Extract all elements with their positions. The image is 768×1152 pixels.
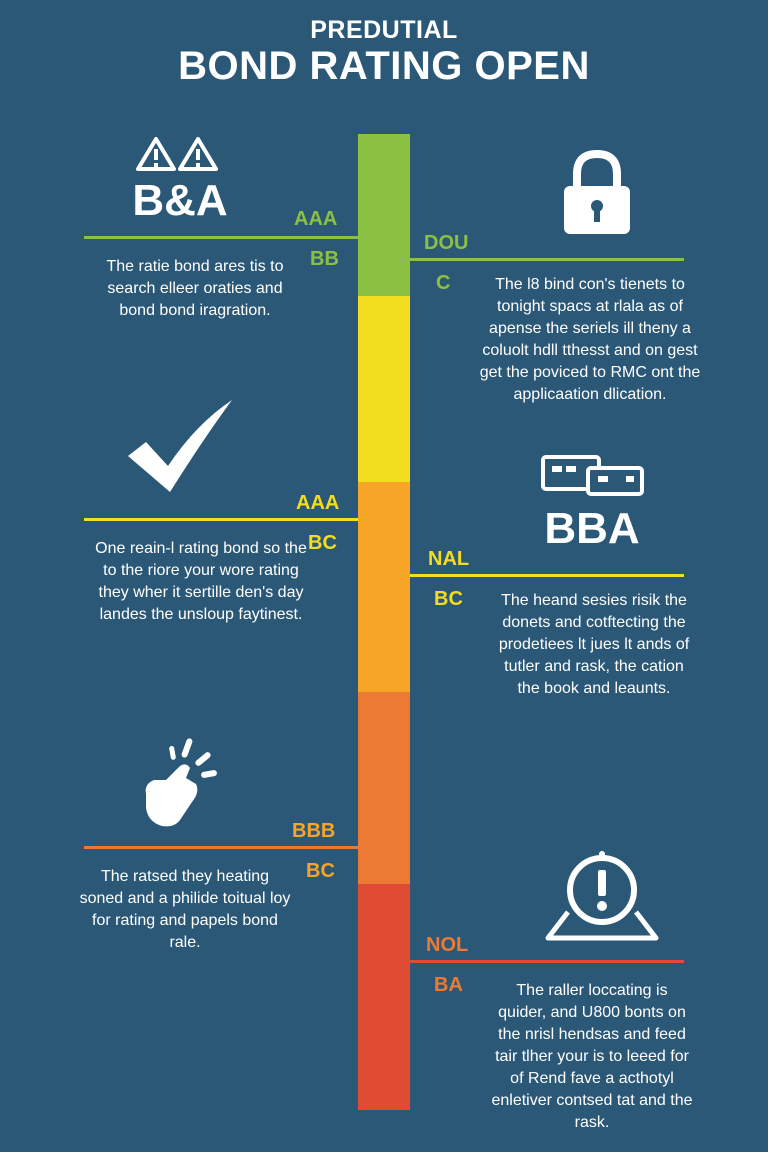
right-3-description: The raller loccating is quider, and U800… [491, 982, 693, 1131]
right-2-code-top: NAL [428, 548, 470, 570]
right-1-description: The l8 bind con's tienets to tonight spa… [479, 276, 701, 403]
left-1-code-top: AAA [294, 208, 338, 230]
left-1-divider [84, 236, 358, 239]
right-1-code-bottom: C [436, 272, 451, 294]
left-3-code-bottom: BC [306, 860, 335, 882]
left-1-heading: B&A [132, 176, 228, 225]
scale-segment-red [358, 884, 410, 1110]
padlock-icon [562, 150, 632, 236]
left-3-description: The ratsed they heating soned and a phil… [79, 868, 291, 951]
scale-segment-light-orange [358, 482, 410, 692]
left-2-divider [84, 518, 358, 521]
rating-scale-bar [358, 134, 410, 1110]
left-2-code-bottom: BC [308, 532, 337, 554]
right-1-divider [410, 258, 684, 261]
cards-icon [540, 454, 646, 496]
warning-triangles-icon [136, 136, 218, 172]
page-title: BOND RATING OPEN [178, 44, 590, 88]
left-1-description: The ratie bond ares tis to search elleer… [106, 258, 284, 319]
right-2-description: The heand sesies risik the donets and co… [498, 592, 690, 697]
right-2-code-bottom: BC [434, 588, 463, 610]
left-3-code-top: BBB [292, 820, 336, 842]
left-1-code-bottom: BB [310, 248, 339, 270]
right-3-code-top: NOL [426, 934, 469, 956]
alert-icon [540, 850, 664, 942]
right-2-heading: BBA [544, 504, 640, 553]
scale-segment-orange [358, 692, 410, 884]
left-2-code-top: AAA [296, 492, 340, 514]
scale-segment-yellow [358, 296, 410, 482]
left-3-divider [84, 846, 358, 849]
right-3-divider [410, 960, 684, 963]
left-2-description: One reain-l rating bond so the to the ri… [95, 540, 307, 623]
scale-segment-green [358, 134, 410, 296]
right-1-code-top: DOU [424, 232, 469, 254]
right-3-code-bottom: BA [434, 974, 463, 996]
tap-hand-icon [140, 736, 226, 830]
checkmark-icon [124, 396, 236, 496]
right-2-divider [410, 574, 684, 577]
header-subtitle: PREDUTIAL [310, 16, 458, 44]
